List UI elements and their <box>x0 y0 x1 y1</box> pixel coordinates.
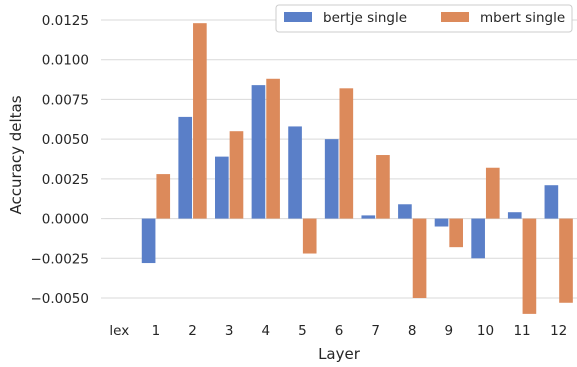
x-tick-label: 6 <box>335 323 344 339</box>
gridlines <box>101 19 577 299</box>
legend-frame <box>275 4 573 33</box>
y-axis-title: Accuracy deltas <box>7 95 25 214</box>
x-tick-label: 8 <box>408 323 417 339</box>
bar-mbert-4 <box>266 78 280 219</box>
y-tick-labels: 0.0125 0.0100 0.0075 0.0050 0.0025 0.0000 −0.0… <box>30 13 89 307</box>
legend-swatch-bertje <box>284 12 312 22</box>
y-tick-label: 0.0075 <box>42 92 89 108</box>
x-tick-label: 1 <box>152 323 161 339</box>
x-tick-label: 11 <box>513 323 530 339</box>
x-tick-label: 2 <box>188 323 197 339</box>
bar-bertje-9 <box>434 218 449 227</box>
x-tick-label: 5 <box>298 323 307 339</box>
x-tick-labels: lex 1 2 3 4 5 6 7 8 9 10 11 12 <box>109 323 567 339</box>
y-tick-label: −0.0025 <box>30 251 89 267</box>
y-tick-label: 0.0000 <box>42 212 89 228</box>
bar-mbert-12 <box>559 218 573 303</box>
bar-bertje-8 <box>398 204 412 219</box>
bar-mbert-9 <box>449 218 463 248</box>
bar-bertje-7 <box>361 215 376 219</box>
legend-label-bertje: bertje single <box>323 10 407 26</box>
x-tick-label: 3 <box>225 323 234 339</box>
x-tick-label: 4 <box>261 323 270 339</box>
legend: bertje single mbert single <box>275 4 573 33</box>
x-tick-label: 10 <box>477 323 494 339</box>
bar-bertje-5 <box>288 126 302 219</box>
x-tick-label: 9 <box>445 323 454 339</box>
bar-mbert-5 <box>302 218 317 254</box>
bar-mbert-1 <box>156 174 171 219</box>
bar-mbert-7 <box>376 155 390 219</box>
bar-mbert-2 <box>193 23 207 219</box>
bars <box>105 23 573 314</box>
bar-mbert-10 <box>485 167 500 219</box>
x-axis-title: Layer <box>318 345 361 363</box>
bar-bertje-11 <box>507 212 522 219</box>
bar-bertje-6 <box>324 139 339 219</box>
bar-mbert-11 <box>522 218 537 314</box>
bar-bertje-10 <box>471 218 485 259</box>
legend-swatch-mbert <box>441 12 469 22</box>
legend-label-mbert: mbert single <box>480 10 565 26</box>
bar-bertje-1 <box>141 218 156 264</box>
y-tick-label: 0.0125 <box>42 13 89 29</box>
x-tick-label: 12 <box>550 323 567 339</box>
bar-mbert-6 <box>339 88 354 219</box>
y-tick-label: 0.0050 <box>42 132 89 148</box>
y-tick-label: 0.0025 <box>42 172 89 188</box>
bar-bertje-3 <box>215 156 229 219</box>
x-tick-label: 7 <box>371 323 380 339</box>
y-tick-label: 0.0100 <box>42 53 89 69</box>
bar-mbert-3 <box>229 131 244 219</box>
bar-bertje-2 <box>178 116 193 219</box>
bar-mbert-8 <box>412 218 427 298</box>
y-tick-label: −0.0050 <box>30 291 89 307</box>
x-tick-label: lex <box>109 323 129 339</box>
bar-bertje-12 <box>544 185 559 219</box>
bar-bertje-4 <box>251 85 266 219</box>
